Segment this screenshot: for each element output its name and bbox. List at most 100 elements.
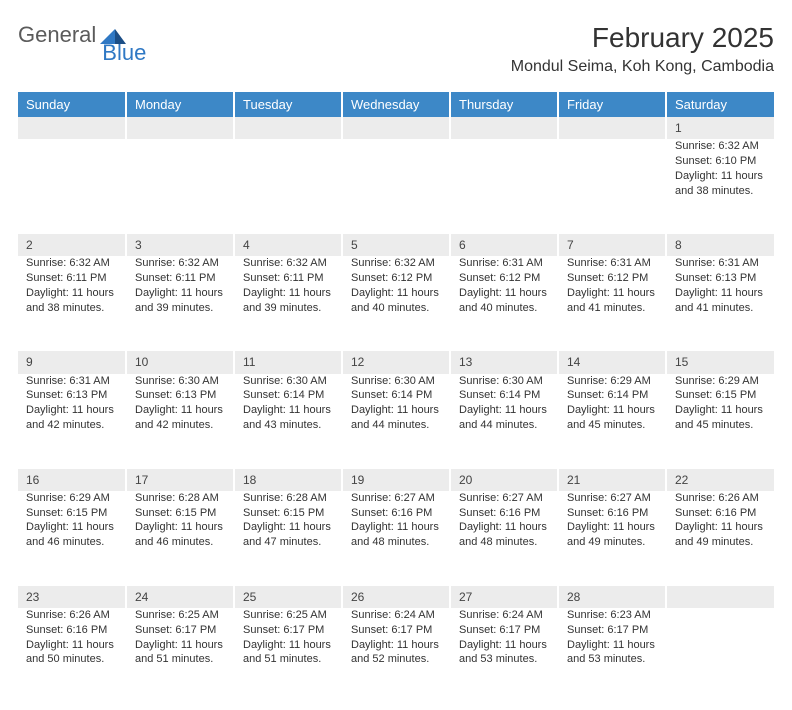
sunrise-text: Sunrise: 6:31 AM: [675, 256, 766, 271]
day-number: 27: [450, 586, 558, 608]
day-number: 4: [234, 234, 342, 256]
day-cell: Sunrise: 6:30 AMSunset: 6:14 PMDaylight:…: [342, 374, 450, 466]
day-number-row: 2345678: [18, 234, 774, 256]
day-number: 14: [558, 351, 666, 373]
daylight-text: Daylight: 11 hours and 46 minutes.: [26, 520, 117, 550]
day-cell: [450, 139, 558, 231]
calendar-page: General Blue February 2025 Mondul Seima,…: [0, 0, 792, 710]
sunset-text: Sunset: 6:13 PM: [675, 271, 766, 286]
day-number: 11: [234, 351, 342, 373]
sunset-text: Sunset: 6:15 PM: [675, 388, 766, 403]
day-number: [666, 586, 774, 608]
calendar-table: Sunday Monday Tuesday Wednesday Thursday…: [18, 92, 774, 700]
day-number: 21: [558, 469, 666, 491]
day-cell: [666, 608, 774, 700]
sunset-text: Sunset: 6:15 PM: [26, 506, 117, 521]
day-number: 7: [558, 234, 666, 256]
day-cell: Sunrise: 6:26 AMSunset: 6:16 PMDaylight:…: [18, 608, 126, 700]
sunset-text: Sunset: 6:12 PM: [351, 271, 441, 286]
day-header: Tuesday: [234, 92, 342, 117]
week-row: Sunrise: 6:26 AMSunset: 6:16 PMDaylight:…: [18, 608, 774, 700]
day-cell: Sunrise: 6:30 AMSunset: 6:14 PMDaylight:…: [234, 374, 342, 466]
daylight-text: Daylight: 11 hours and 43 minutes.: [243, 403, 333, 433]
daylight-text: Daylight: 11 hours and 40 minutes.: [459, 286, 549, 316]
day-number: 26: [342, 586, 450, 608]
day-cell: Sunrise: 6:25 AMSunset: 6:17 PMDaylight:…: [234, 608, 342, 700]
day-cell: [126, 139, 234, 231]
daylight-text: Daylight: 11 hours and 49 minutes.: [567, 520, 657, 550]
day-header: Monday: [126, 92, 234, 117]
day-cell: Sunrise: 6:32 AMSunset: 6:11 PMDaylight:…: [234, 256, 342, 348]
week-row: Sunrise: 6:32 AMSunset: 6:10 PMDaylight:…: [18, 139, 774, 231]
daylight-text: Daylight: 11 hours and 38 minutes.: [675, 169, 766, 199]
day-number: 19: [342, 469, 450, 491]
day-number-row: 9101112131415: [18, 351, 774, 373]
day-cell: Sunrise: 6:31 AMSunset: 6:13 PMDaylight:…: [18, 374, 126, 466]
daylight-text: Daylight: 11 hours and 51 minutes.: [135, 638, 225, 668]
daylight-text: Daylight: 11 hours and 48 minutes.: [351, 520, 441, 550]
day-cell: Sunrise: 6:31 AMSunset: 6:12 PMDaylight:…: [450, 256, 558, 348]
day-cell: Sunrise: 6:30 AMSunset: 6:13 PMDaylight:…: [126, 374, 234, 466]
daylight-text: Daylight: 11 hours and 53 minutes.: [567, 638, 657, 668]
sunset-text: Sunset: 6:16 PM: [351, 506, 441, 521]
sunrise-text: Sunrise: 6:29 AM: [675, 374, 766, 389]
sunset-text: Sunset: 6:15 PM: [135, 506, 225, 521]
sunset-text: Sunset: 6:14 PM: [243, 388, 333, 403]
day-number: [450, 117, 558, 139]
daylight-text: Daylight: 11 hours and 44 minutes.: [459, 403, 549, 433]
sunrise-text: Sunrise: 6:24 AM: [351, 608, 441, 623]
daylight-text: Daylight: 11 hours and 46 minutes.: [135, 520, 225, 550]
day-cell: Sunrise: 6:28 AMSunset: 6:15 PMDaylight:…: [126, 491, 234, 583]
daylight-text: Daylight: 11 hours and 50 minutes.: [26, 638, 117, 668]
day-number-row: 16171819202122: [18, 469, 774, 491]
day-number-row: 1: [18, 117, 774, 139]
daylight-text: Daylight: 11 hours and 41 minutes.: [675, 286, 766, 316]
heading: February 2025 Mondul Seima, Koh Kong, Ca…: [511, 22, 774, 76]
day-cell: Sunrise: 6:27 AMSunset: 6:16 PMDaylight:…: [558, 491, 666, 583]
week-row: Sunrise: 6:29 AMSunset: 6:15 PMDaylight:…: [18, 491, 774, 583]
day-cell: Sunrise: 6:32 AMSunset: 6:11 PMDaylight:…: [18, 256, 126, 348]
week-row: Sunrise: 6:31 AMSunset: 6:13 PMDaylight:…: [18, 374, 774, 466]
daylight-text: Daylight: 11 hours and 49 minutes.: [675, 520, 766, 550]
day-cell: Sunrise: 6:32 AMSunset: 6:10 PMDaylight:…: [666, 139, 774, 231]
sunset-text: Sunset: 6:14 PM: [351, 388, 441, 403]
sunset-text: Sunset: 6:17 PM: [459, 623, 549, 638]
daylight-text: Daylight: 11 hours and 39 minutes.: [243, 286, 333, 316]
location-subtitle: Mondul Seima, Koh Kong, Cambodia: [511, 58, 774, 76]
daylight-text: Daylight: 11 hours and 42 minutes.: [135, 403, 225, 433]
sunset-text: Sunset: 6:14 PM: [567, 388, 657, 403]
sunset-text: Sunset: 6:16 PM: [567, 506, 657, 521]
day-cell: Sunrise: 6:29 AMSunset: 6:15 PMDaylight:…: [18, 491, 126, 583]
daylight-text: Daylight: 11 hours and 38 minutes.: [26, 286, 117, 316]
sunrise-text: Sunrise: 6:32 AM: [26, 256, 117, 271]
day-number-row: 232425262728: [18, 586, 774, 608]
day-header: Friday: [558, 92, 666, 117]
day-number: 23: [18, 586, 126, 608]
sunrise-text: Sunrise: 6:32 AM: [135, 256, 225, 271]
day-number: 28: [558, 586, 666, 608]
day-header: Sunday: [18, 92, 126, 117]
daylight-text: Daylight: 11 hours and 45 minutes.: [567, 403, 657, 433]
sunrise-text: Sunrise: 6:32 AM: [675, 139, 766, 154]
sunrise-text: Sunrise: 6:25 AM: [243, 608, 333, 623]
daylight-text: Daylight: 11 hours and 52 minutes.: [351, 638, 441, 668]
sunset-text: Sunset: 6:14 PM: [459, 388, 549, 403]
sunset-text: Sunset: 6:11 PM: [243, 271, 333, 286]
sunrise-text: Sunrise: 6:32 AM: [243, 256, 333, 271]
daylight-text: Daylight: 11 hours and 39 minutes.: [135, 286, 225, 316]
sunrise-text: Sunrise: 6:23 AM: [567, 608, 657, 623]
daylight-text: Daylight: 11 hours and 41 minutes.: [567, 286, 657, 316]
day-number: 3: [126, 234, 234, 256]
day-cell: Sunrise: 6:26 AMSunset: 6:16 PMDaylight:…: [666, 491, 774, 583]
sunset-text: Sunset: 6:15 PM: [243, 506, 333, 521]
daylight-text: Daylight: 11 hours and 45 minutes.: [675, 403, 766, 433]
daylight-text: Daylight: 11 hours and 44 minutes.: [351, 403, 441, 433]
day-cell: Sunrise: 6:24 AMSunset: 6:17 PMDaylight:…: [450, 608, 558, 700]
day-number: [342, 117, 450, 139]
week-row: Sunrise: 6:32 AMSunset: 6:11 PMDaylight:…: [18, 256, 774, 348]
brand-word2: Blue: [102, 40, 146, 66]
day-cell: Sunrise: 6:27 AMSunset: 6:16 PMDaylight:…: [450, 491, 558, 583]
sunset-text: Sunset: 6:10 PM: [675, 154, 766, 169]
day-cell: [342, 139, 450, 231]
day-cell: Sunrise: 6:23 AMSunset: 6:17 PMDaylight:…: [558, 608, 666, 700]
